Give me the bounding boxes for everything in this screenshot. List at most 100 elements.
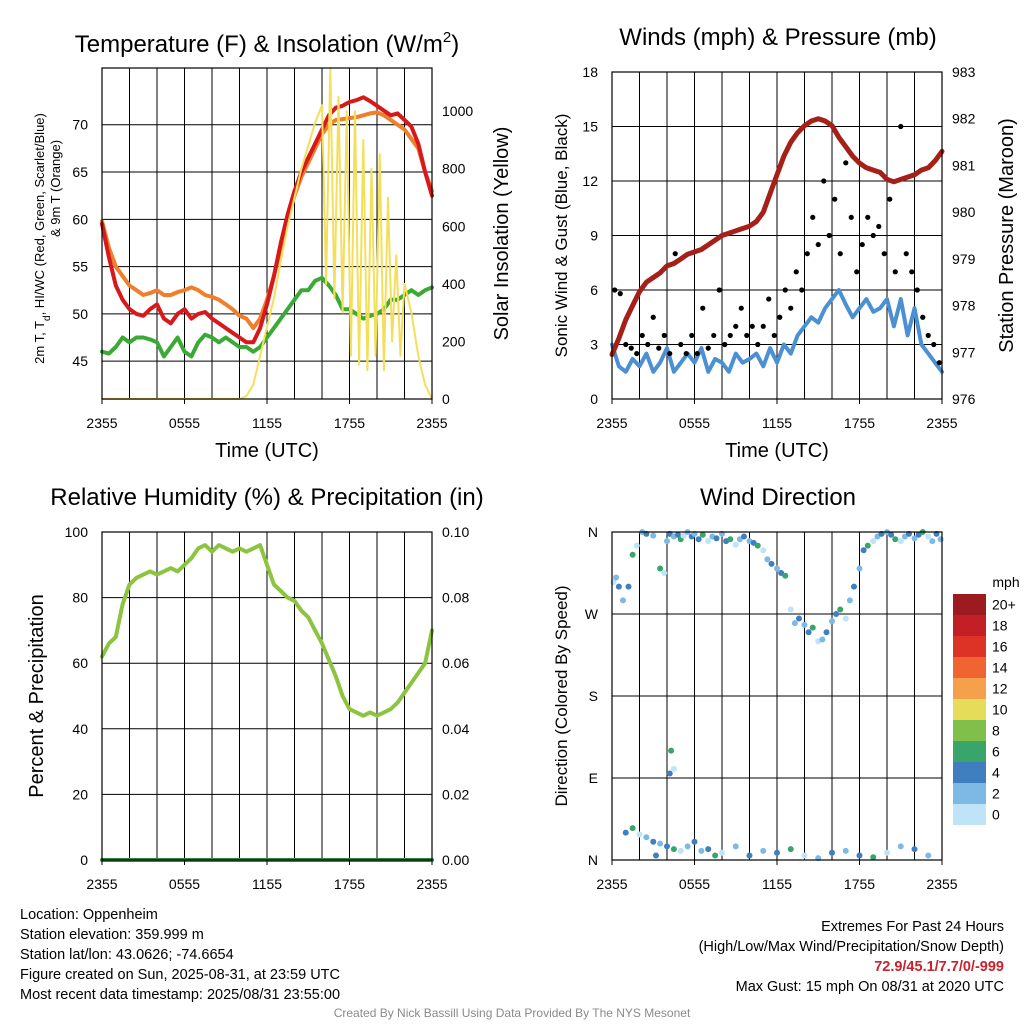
x-tick-label: 1155 — [252, 876, 282, 892]
y2-tick-label: 977 — [952, 344, 976, 360]
gust-point — [903, 251, 909, 257]
x-tick-label: 1755 — [844, 876, 875, 892]
colorbar-swatch — [953, 594, 986, 615]
speed-colorbar: mph 20+ 18 16 14 12 10 8 6 4 2 0 — [953, 574, 1020, 825]
direction-point — [719, 849, 725, 856]
y2-tick-label: 976 — [952, 391, 976, 407]
colorbar-label: 16 — [992, 639, 1008, 655]
y-tick-label: N — [588, 524, 598, 540]
gust-point — [711, 332, 717, 339]
y-axis-label-line2: & 9m T (Orange) — [48, 140, 63, 237]
y2-tick-label: 0.02 — [442, 786, 469, 802]
direction-point — [705, 846, 712, 853]
direction-point — [787, 846, 794, 853]
colorbar-label: 2 — [992, 786, 1000, 802]
y-tick-label: 0 — [590, 391, 598, 407]
x-tick-label: 1755 — [334, 876, 365, 892]
y-axis-label: Direction (Colored By Speed) — [552, 585, 571, 806]
gust-point — [689, 332, 695, 339]
direction-point — [892, 536, 899, 543]
direction-point — [897, 538, 904, 545]
gust-point — [744, 332, 750, 339]
gust-point — [782, 287, 788, 293]
extremes-subtitle: (High/Low/Max Wind/Precipitation/Snow De… — [698, 939, 1004, 955]
gust-point — [837, 251, 843, 257]
gust-point — [810, 214, 816, 220]
colorbar-label: 10 — [992, 702, 1008, 718]
y-axis-label: Sonic Wind & Gust (Blue, Black) — [552, 114, 571, 358]
colorbar-swatch — [953, 657, 986, 678]
direction-point — [823, 629, 830, 636]
x-tick-label: 0555 — [169, 415, 200, 431]
direction-point — [675, 531, 681, 538]
direction-point — [782, 572, 789, 579]
gust-point — [667, 350, 673, 357]
y-tick-label: 50 — [72, 306, 88, 322]
direction-point — [705, 538, 712, 545]
gust-point — [617, 291, 623, 297]
direction-point — [801, 621, 808, 628]
colorbar-label: 14 — [992, 660, 1008, 676]
y-tick-label: 6 — [590, 282, 598, 298]
gust-point — [898, 123, 904, 130]
wind-direction-panel: 2355 0555 1155 1755 2355 N E S W N Wind Direction D… — [552, 484, 958, 892]
colorbar-swatch — [953, 762, 986, 783]
direction-point — [625, 583, 632, 590]
direction-point — [698, 847, 705, 854]
x-tick-label: 0555 — [679, 876, 710, 892]
created-text: Figure created on Sun, 2025-08-31, at 23… — [20, 967, 340, 983]
gust-point — [843, 160, 849, 166]
direction-point — [666, 770, 673, 777]
direction-point — [897, 843, 904, 850]
elevation-text: Station elevation: 359.999 m — [20, 927, 204, 943]
colorbar-swatch — [953, 741, 986, 762]
colorbar-title: mph — [992, 574, 1019, 590]
temperature-panel: 2355 0555 1155 1755 2355 45 50 55 60 65 70 0 200 400 6… — [32, 29, 513, 462]
y2-tick-label: 983 — [952, 64, 976, 80]
direction-point — [636, 831, 643, 838]
direction-point — [629, 825, 636, 832]
gust-point — [656, 345, 662, 351]
direction-point — [937, 536, 944, 543]
title-superscript: 2 — [443, 29, 451, 46]
location-text: Location: Oppenheim — [20, 907, 158, 923]
direction-point — [864, 542, 871, 549]
direction-point — [760, 847, 767, 854]
gust-point — [716, 287, 722, 293]
y-tick-label: 60 — [72, 655, 88, 671]
x-tick-label: 2355 — [86, 876, 117, 892]
direction-point — [829, 849, 835, 856]
direction-point — [796, 615, 802, 622]
y-tick-label: N — [588, 852, 598, 868]
y2-tick-label: 1000 — [442, 103, 473, 119]
gust-point — [925, 332, 931, 339]
gust-point — [672, 251, 678, 257]
gust-point — [931, 341, 937, 348]
direction-point — [657, 840, 664, 847]
gust-point — [788, 305, 794, 311]
y-tick-label: 3 — [590, 337, 598, 353]
direction-point — [650, 532, 657, 539]
direction-point — [615, 583, 622, 590]
y2-tick-label: 0.00 — [442, 852, 469, 868]
relative-humidity-line — [100, 543, 434, 718]
y2-tick-label: 0.10 — [442, 524, 469, 540]
gust-point — [870, 232, 876, 239]
direction-point — [801, 852, 808, 859]
gust-point — [678, 341, 684, 348]
gust-point — [612, 287, 618, 293]
gust-point — [733, 323, 739, 329]
y-label-rest: , HI/WC (Red, Green, Scarlet/Blue) — [32, 113, 47, 315]
direction-point — [727, 536, 734, 543]
direction-point — [860, 547, 867, 554]
y2-tick-label: 400 — [442, 276, 466, 292]
gust-point — [661, 332, 667, 339]
direction-point — [787, 606, 794, 613]
2m-t-line — [100, 95, 434, 345]
direction-point — [805, 629, 812, 636]
direction-point — [856, 852, 863, 859]
gust-point — [694, 350, 700, 357]
x-tick-label: 2355 — [416, 415, 447, 431]
gust-point — [832, 196, 838, 202]
